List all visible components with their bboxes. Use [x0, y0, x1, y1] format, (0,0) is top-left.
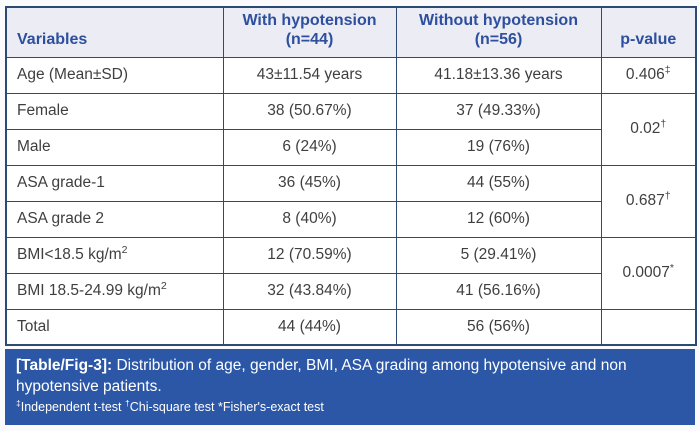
table-row-asa-grade-2: ASA grade 2 8 (40%) 12 (60%)	[5, 200, 696, 238]
cell-with-hypotension: 6 (24%)	[222, 128, 397, 166]
p-value-test-marker: *	[669, 262, 675, 275]
table-row-total: Total 44 (44%) 56 (56%)	[5, 308, 697, 346]
p-value-number: 0.406	[625, 66, 665, 84]
p-value-number: 0.687	[625, 192, 665, 210]
variable-superscript: 2	[121, 244, 128, 257]
table-row-male: Male 6 (24%) 19 (76%)	[5, 128, 696, 166]
header-row: Variables With hypotension (n=44) Withou…	[5, 6, 697, 58]
cell-variable: ASA grade 2	[5, 200, 224, 238]
caption-footnote: ‡Independent t-test †Chi-square test *Fi…	[16, 398, 684, 416]
cell-without-hypotension: 44 (55%)	[395, 164, 602, 202]
cell-variable: ASA grade-1	[5, 164, 224, 202]
cell-without-hypotension: 12 (60%)	[395, 200, 602, 238]
cell-without-hypotension: 19 (76%)	[395, 128, 602, 166]
cell-variable: Total	[5, 308, 224, 346]
cell-variable: BMI<18.5 kg/m2	[5, 236, 224, 274]
column-header-p-value: p-value	[600, 6, 697, 58]
caption-label: [Table/Fig-3]:	[16, 357, 113, 375]
cell-p-value-asa: 0.687†	[600, 164, 697, 238]
cell-without-hypotension: 5 (29.41%)	[395, 236, 602, 274]
cell-variable: Female	[5, 92, 224, 130]
cell-variable: BMI 18.5-24.99 kg/m2	[5, 272, 224, 310]
variable-label: BMI<18.5 kg/m	[17, 246, 122, 264]
cell-variable: Male	[5, 128, 224, 166]
column-header-without-hypotension: Without hypotension (n=56)	[395, 6, 602, 58]
p-value-number: 0.0007	[622, 264, 670, 282]
cell-with-hypotension: 36 (45%)	[222, 164, 397, 202]
footnote-marker-chisquare: †	[124, 398, 130, 408]
table-row-age: Age (Mean±SD) 43±11.54 years 41.18±13.36…	[5, 56, 697, 94]
cell-without-hypotension: 41 (56.16%)	[395, 272, 602, 310]
figure-caption: [Table/Fig-3]: Distribution of age, gend…	[5, 349, 695, 426]
cell-p-value-gender: 0.02†	[600, 92, 697, 166]
cell-with-hypotension: 12 (70.59%)	[222, 236, 397, 274]
footnote-marker-ttest: ‡	[16, 398, 21, 408]
cell-with-hypotension: 38 (50.67%)	[222, 92, 397, 130]
cell-p-value-bmi: 0.0007*	[600, 236, 697, 310]
cell-without-hypotension: 41.18±13.36 years	[395, 56, 602, 94]
p-value-number: 0.02	[630, 120, 661, 138]
p-value-test-marker: †	[664, 190, 671, 203]
stats-table: Variables With hypotension (n=44) Withou…	[5, 6, 697, 347]
cell-with-hypotension: 44 (44%)	[222, 308, 397, 346]
column-header-label: With hypotension	[242, 12, 377, 29]
footnote-text-chisquare-fisher: Chi-square test *Fisher's-exact test	[129, 400, 324, 415]
cell-p-value-empty	[600, 308, 697, 346]
table-row-asa-grade-1: ASA grade-1 36 (45%) 44 (55%) 0.687†	[5, 164, 697, 238]
cell-without-hypotension: 56 (56%)	[395, 308, 602, 346]
cell-variable: Age (Mean±SD)	[5, 56, 224, 94]
column-header-n-count: (n=56)	[474, 30, 523, 48]
cell-without-hypotension: 37 (49.33%)	[395, 92, 602, 130]
cell-with-hypotension: 8 (40%)	[222, 200, 397, 238]
column-header-label: Variables	[17, 30, 88, 48]
cell-with-hypotension: 32 (43.84%)	[222, 272, 397, 310]
column-header-n-count: (n=44)	[285, 30, 334, 48]
cell-with-hypotension: 43±11.54 years	[222, 56, 397, 94]
p-value-test-marker: ‡	[664, 64, 671, 77]
caption-text: Distribution of age, gender, BMI, ASA gr…	[16, 357, 627, 395]
table-row-bmi-low: BMI<18.5 kg/m2 12 (70.59%) 5 (29.41%) 0.…	[5, 236, 697, 310]
table-row-female: Female 38 (50.67%) 37 (49.33%) 0.02†	[5, 92, 697, 166]
column-header-with-hypotension: With hypotension (n=44)	[222, 6, 397, 58]
table-row-bmi-normal: BMI 18.5-24.99 kg/m2 32 (43.84%) 41 (56.…	[5, 272, 696, 310]
caption-line: [Table/Fig-3]: Distribution of age, gend…	[16, 356, 684, 397]
cell-p-value: 0.406‡	[600, 56, 697, 94]
footnote-text-ttest: Independent t-test	[20, 400, 125, 415]
column-header-label: p-value	[620, 30, 677, 48]
variable-superscript: 2	[160, 280, 167, 293]
column-header-label: Without hypotension	[419, 12, 578, 29]
variable-label: BMI 18.5-24.99 kg/m	[17, 282, 161, 300]
p-value-test-marker: †	[660, 118, 667, 131]
column-header-variables: Variables	[5, 6, 224, 58]
